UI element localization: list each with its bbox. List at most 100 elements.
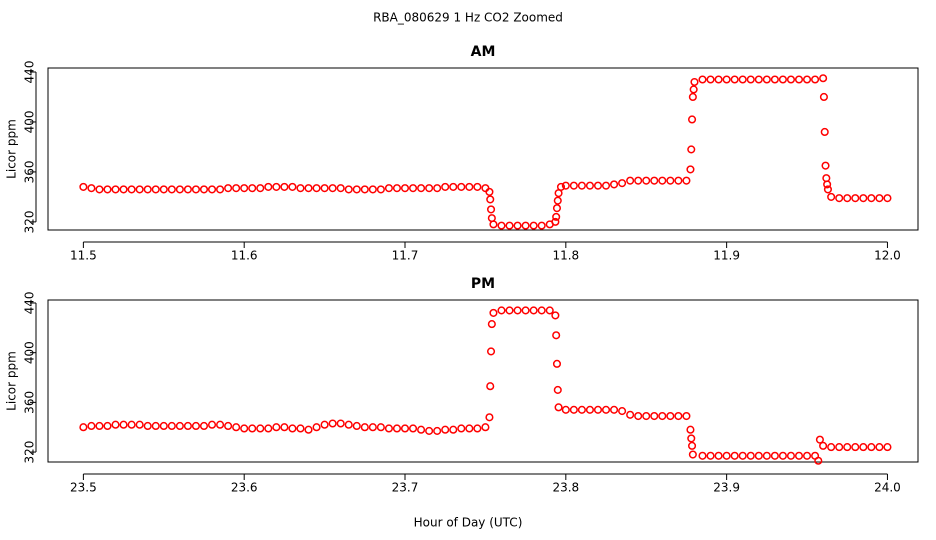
data-point: [698, 451, 707, 460]
data-point: [819, 74, 828, 83]
data-point: [553, 385, 562, 394]
data-point: [811, 75, 820, 84]
data-point: [513, 306, 522, 315]
data-point: [159, 185, 168, 194]
x-tick-label: 11.8: [552, 249, 579, 263]
data-point: [626, 176, 635, 185]
data-point: [417, 425, 426, 434]
data-point: [473, 182, 482, 191]
data-point: [143, 421, 152, 431]
data-point: [593, 405, 603, 414]
data-point: [521, 221, 530, 230]
data-point: [687, 145, 696, 154]
data-point: [344, 420, 353, 429]
data-point: [304, 425, 313, 434]
data-point: [111, 185, 120, 194]
data-point: [368, 423, 377, 432]
data-point: [199, 185, 209, 194]
data-point: [859, 194, 868, 203]
data-point: [497, 306, 506, 315]
data-point: [103, 185, 112, 194]
x-tick-label: 11.9: [713, 249, 740, 263]
y-tick-label: 320: [23, 441, 37, 464]
data-point: [513, 221, 522, 230]
data-point: [738, 451, 747, 460]
data-point: [344, 185, 353, 194]
data-point: [823, 185, 832, 194]
data-point: [489, 308, 498, 317]
data-point: [417, 184, 426, 193]
data-point: [552, 204, 562, 213]
data-point: [248, 424, 257, 433]
data-point: [601, 405, 611, 414]
x-axis-label: Hour of Day (UTC): [414, 516, 523, 530]
data-point: [183, 185, 192, 194]
data-point: [119, 420, 128, 429]
y-axis-label: Licor ppm: [5, 351, 19, 411]
y-tick-label: 360: [23, 391, 37, 414]
data-point: [167, 185, 176, 194]
data-point: [827, 192, 836, 201]
data-point: [481, 423, 490, 432]
x-tick-label: 23.8: [552, 481, 579, 495]
data-point: [537, 221, 546, 230]
data-point: [551, 311, 560, 320]
data-point: [79, 423, 88, 432]
data-point: [883, 443, 892, 452]
data-point: [240, 184, 249, 193]
data-point: [111, 420, 120, 429]
data-point: [384, 184, 393, 193]
data-point: [486, 347, 496, 356]
data-point: [698, 75, 707, 84]
data-point: [552, 212, 561, 221]
data-point: [786, 75, 796, 84]
data-point: [465, 182, 474, 191]
data-point: [875, 194, 884, 203]
data-point: [738, 75, 747, 84]
data-point: [288, 424, 297, 433]
data-point: [859, 443, 868, 452]
data-point: [232, 423, 241, 432]
data-point: [610, 180, 619, 189]
data-point: [794, 451, 804, 460]
data-point: [835, 194, 844, 203]
data-point: [867, 194, 876, 203]
data-point: [851, 194, 860, 203]
data-point: [754, 451, 763, 460]
data-point: [256, 184, 265, 193]
data-point: [650, 411, 659, 421]
data-point: [425, 426, 434, 435]
data-point: [585, 405, 594, 414]
data-point: [119, 185, 128, 194]
data-point: [183, 421, 192, 431]
data-point: [666, 411, 675, 421]
data-point: [552, 331, 561, 340]
data-point: [778, 451, 787, 460]
data-point: [537, 306, 546, 315]
data-point: [883, 194, 892, 203]
data-point: [486, 205, 496, 214]
data-point: [207, 185, 217, 194]
data-point: [754, 75, 763, 84]
data-point: [658, 176, 667, 185]
data-point: [216, 185, 225, 194]
y-tick-label: 400: [23, 111, 37, 134]
data-point: [521, 306, 530, 315]
data-point: [199, 421, 209, 431]
data-point: [770, 75, 779, 84]
data-point: [408, 184, 418, 193]
data-point: [272, 182, 281, 191]
data-point: [714, 75, 723, 84]
data-point: [569, 181, 578, 190]
data-point: [875, 443, 884, 452]
data-point: [666, 176, 675, 185]
data-point: [505, 306, 514, 315]
data-point: [95, 185, 104, 194]
data-point: [674, 411, 683, 421]
data-point: [674, 176, 683, 185]
data-point: [392, 424, 402, 433]
data-point: [280, 182, 289, 191]
data-point: [486, 382, 495, 391]
data-point: [457, 424, 466, 433]
data-point: [465, 424, 474, 433]
